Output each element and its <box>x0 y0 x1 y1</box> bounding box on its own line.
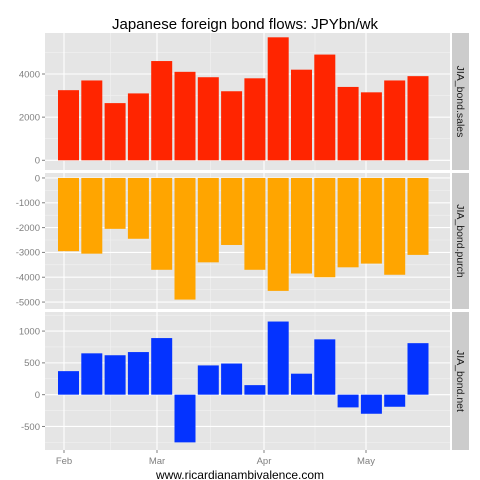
bar-feb-2 <box>58 371 79 395</box>
bar-may-4 <box>360 177 382 264</box>
panel-JIA_bond.net: -500 0 500 1000 JIA_bond.net <box>19 312 469 450</box>
y-tick-label: -500 <box>21 422 40 433</box>
bar-mar-2 <box>151 177 173 270</box>
bar-apr-27 <box>337 86 359 161</box>
y-tick-label: 0 <box>35 156 40 167</box>
bar-may-18 <box>407 177 429 255</box>
bar-mar-23 <box>221 91 243 161</box>
y-tick-label: -4000 <box>16 273 40 284</box>
bar-apr-13 <box>291 373 312 395</box>
panel-JIA_bond.sales: 0 2000 4000 JIA_bond.sales <box>19 33 469 170</box>
bar-mar-16 <box>197 77 219 161</box>
bar-feb-23 <box>127 352 149 395</box>
x-axis: Feb Mar Apr May <box>56 450 375 467</box>
bar-mar-2 <box>151 61 173 161</box>
bar-feb-16 <box>104 177 126 229</box>
bar-mar-9 <box>174 71 196 161</box>
bar-may-4 <box>360 394 382 414</box>
x-tick-label-apr: Apr <box>257 456 272 467</box>
bar-may-11 <box>384 177 406 275</box>
y-tick-label: 2000 <box>19 112 40 123</box>
bar-apr-13 <box>291 177 312 274</box>
x-tick-label-may: May <box>357 456 375 467</box>
bar-may-18 <box>407 76 429 161</box>
y-tick-label: 0 <box>35 173 40 184</box>
chart-title: Japanese foreign bond flows: JPYbn/wk <box>112 16 378 33</box>
bar-feb-23 <box>127 93 149 161</box>
y-tick-label: -3000 <box>16 248 40 259</box>
facet-strip <box>452 173 469 309</box>
bar-apr-27 <box>337 177 359 268</box>
y-tick-label: 0 <box>35 390 40 401</box>
facet-strip <box>452 33 469 170</box>
bar-feb-2 <box>58 90 79 161</box>
bar-feb-16 <box>104 355 126 395</box>
bar-may-11 <box>384 394 406 407</box>
bar-apr-6 <box>267 177 289 291</box>
bar-apr-20 <box>314 54 336 161</box>
bar-mar-16 <box>197 365 219 395</box>
y-tick-label: -1000 <box>16 198 40 209</box>
y-tick-label: 4000 <box>19 69 40 80</box>
y-tick-label: 500 <box>24 358 40 369</box>
x-tick-label-mar: Mar <box>149 456 165 467</box>
bar-feb-9 <box>81 177 103 254</box>
bar-apr-13 <box>291 69 312 161</box>
y-tick-label: 1000 <box>19 326 40 337</box>
bar-feb-9 <box>81 353 103 395</box>
bar-feb-23 <box>127 177 149 239</box>
bar-apr-6 <box>267 37 289 161</box>
bar-mar-23 <box>221 363 243 395</box>
bar-mar-30 <box>244 385 266 395</box>
bar-mar-30 <box>244 177 266 270</box>
y-tick-label: -5000 <box>16 297 40 308</box>
bar-may-11 <box>384 80 406 161</box>
bar-mar-30 <box>244 78 266 161</box>
bar-apr-20 <box>314 177 336 278</box>
facet-strip-label: JIA_bond.net <box>454 350 466 412</box>
bar-apr-6 <box>267 321 289 395</box>
bar-feb-16 <box>104 103 126 161</box>
facet-strip <box>452 312 469 450</box>
bar-mar-2 <box>151 338 173 395</box>
bar-feb-2 <box>58 177 79 252</box>
bar-mar-9 <box>174 394 196 443</box>
y-tick-label: -2000 <box>16 223 40 234</box>
x-tick-label-feb: Feb <box>56 456 72 467</box>
bar-feb-9 <box>81 80 103 161</box>
facet-strip-label: JIA_bond.purch <box>454 204 466 278</box>
panel-JIA_bond.purch: -5000 -4000 -3000 -2000 -1000 0 JIA_bond.purch <box>16 173 469 309</box>
bar-mar-23 <box>221 177 243 245</box>
bar-may-4 <box>360 92 382 161</box>
facet-strip-label: JIA_bond.sales <box>454 66 466 138</box>
bar-mar-16 <box>197 177 219 263</box>
bar-apr-27 <box>337 394 359 408</box>
bar-may-18 <box>407 343 429 395</box>
chart-caption: www.ricardianambivalence.com <box>155 468 324 480</box>
bar-mar-9 <box>174 177 196 300</box>
bar-apr-20 <box>314 339 336 395</box>
